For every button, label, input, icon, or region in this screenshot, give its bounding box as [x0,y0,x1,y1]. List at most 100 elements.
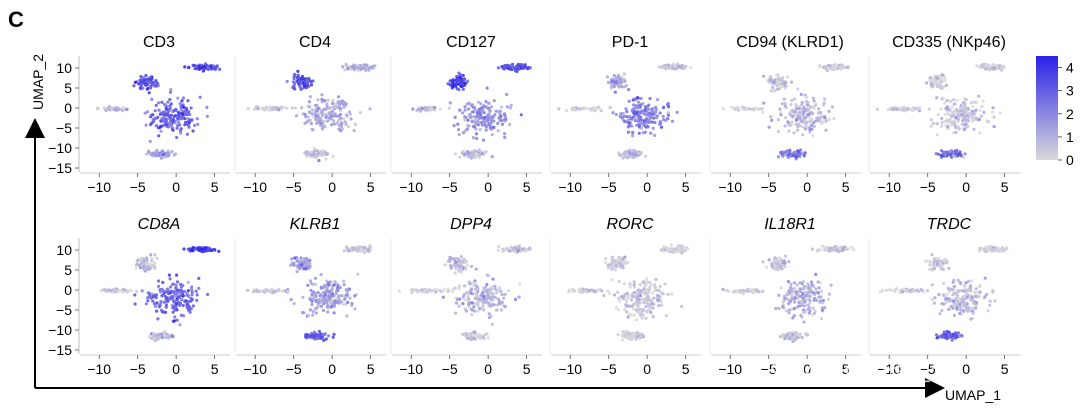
cell-point [951,110,955,114]
cell-point [498,112,502,116]
x-ticks: −10 −5 0 5 [551,354,701,377]
cell-point [360,66,364,70]
cell-point [947,266,951,270]
cell-point [335,121,339,125]
cell-point [806,105,811,109]
cell-point [178,123,182,127]
cell-point [639,103,643,107]
cell-point [172,290,176,294]
cell-point [176,96,180,100]
cell-point [466,123,470,127]
cell-point [158,335,162,339]
cell-point [331,335,335,339]
cell-point [815,248,819,252]
cell-point [665,64,669,68]
cell-point [345,314,349,318]
cell-point [646,107,650,111]
cell-point [978,131,982,135]
y-tick-label: 5 [64,262,72,278]
cell-point [309,121,313,126]
cell-point [481,306,485,310]
cell-point [306,283,310,287]
cell-point [186,280,190,284]
cell-point [642,119,647,123]
cell-point [635,318,639,322]
cell-point [617,83,621,87]
cell-point [639,126,644,130]
cell-point [845,66,849,70]
cell-point [185,293,189,297]
cell-point [657,288,661,292]
cell-point [669,248,673,252]
cell-point [454,82,458,86]
cell-point [161,152,165,157]
cell-point [447,106,451,110]
cell-point [163,310,167,314]
cell-point [659,121,663,125]
cell-point [622,72,627,76]
cell-point [321,308,325,312]
cell-point [176,116,180,120]
cell-point [461,131,466,135]
cell-point [509,103,513,107]
cell-point [283,289,287,293]
cell-point [626,315,630,319]
cell-point [636,100,641,104]
cell-point [295,259,299,263]
x-tick-label: 0 [328,361,336,377]
cell-point [633,97,637,101]
x-ticks: −10 −5 0 5 [870,172,1020,195]
cell-point [464,261,468,265]
cell-point [971,119,975,123]
cell-point [305,149,309,154]
cell-point [197,246,201,250]
cell-point [955,98,959,102]
cell-point [785,291,789,295]
cell-point [631,134,635,138]
cell-point [820,317,824,321]
cell-point [833,62,837,66]
cell-point [618,262,622,266]
cell-point [810,127,814,131]
cell-point [995,247,1000,251]
cell-point [446,287,450,291]
cell-point [793,97,797,101]
cell-point [981,99,985,103]
cell-point [830,248,835,252]
cell-point [632,280,636,284]
cell-point [810,112,815,116]
panel-points [567,243,690,342]
cell-point [808,130,812,134]
cell-point [777,256,781,260]
cell-point [312,115,316,119]
cell-point [959,153,963,157]
cell-point [441,295,445,299]
cell-point [310,108,314,112]
cell-point [138,78,142,82]
cell-point [935,96,939,100]
cell-point [943,76,947,81]
cell-point [314,311,318,315]
cell-point [939,107,943,111]
cell-point [121,106,125,110]
cell-point [611,111,615,115]
cell-point [133,302,137,306]
cell-point [469,287,474,291]
cell-point [632,103,636,107]
cell-point [190,285,194,289]
cell-point [617,296,621,300]
cell-point [827,117,831,121]
cell-point [794,107,799,111]
cell-point [490,115,494,119]
cell-point [937,152,941,156]
cell-point [761,289,765,293]
cell-point [648,96,652,101]
cell-point [992,115,996,119]
cell-point [974,117,978,121]
cell-point [302,81,306,85]
cell-point [513,297,518,301]
cell-point [132,84,136,88]
cell-point [490,302,494,306]
cell-point [499,308,504,312]
